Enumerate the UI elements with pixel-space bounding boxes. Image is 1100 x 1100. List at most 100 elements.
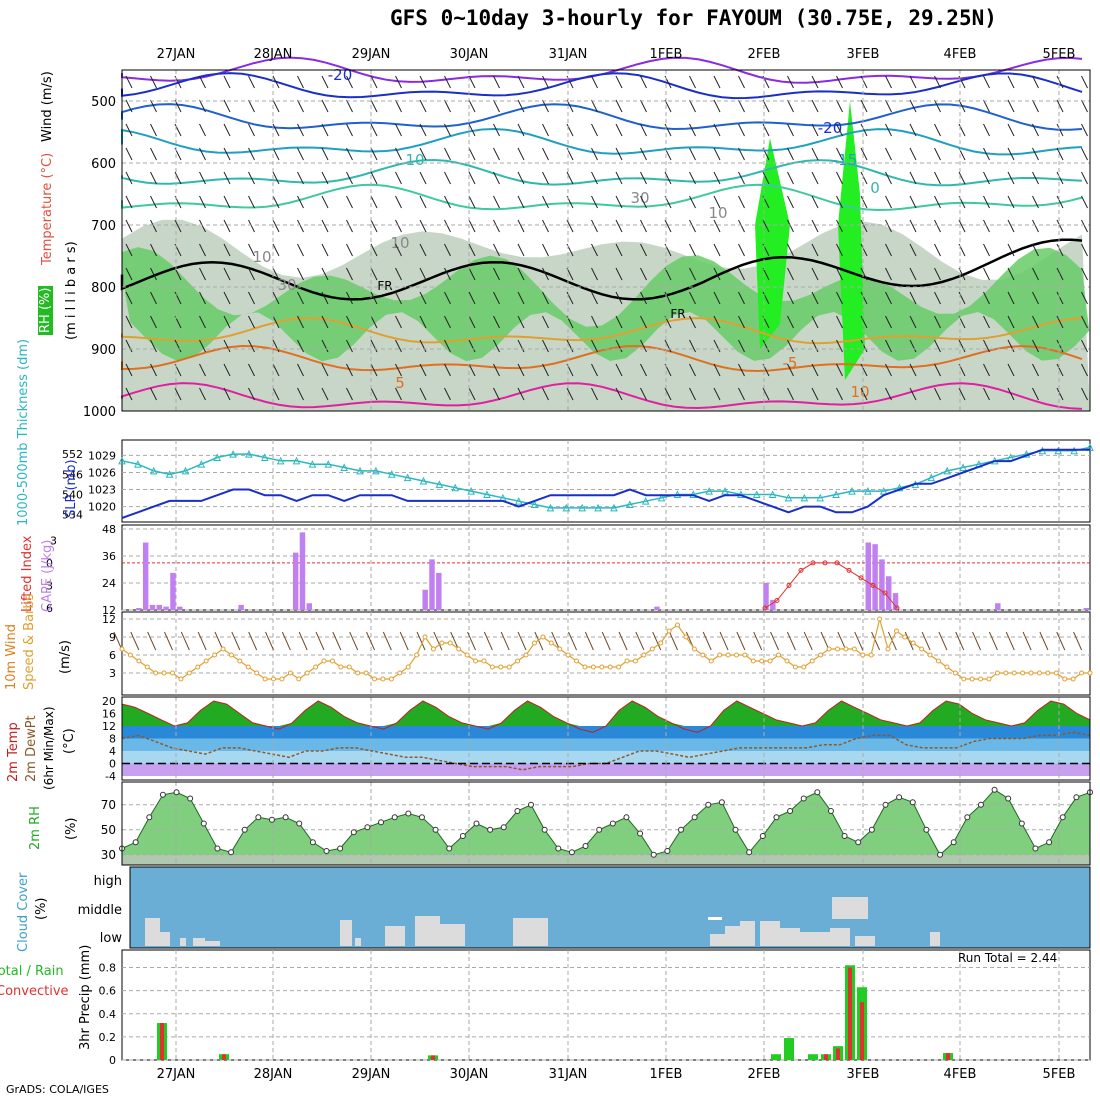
wind10-point <box>481 658 487 664</box>
wind-barb <box>468 363 476 377</box>
wind-barb <box>738 243 745 257</box>
temp2m-tick-label: 16 <box>102 708 116 721</box>
wind10-point <box>565 652 571 658</box>
thickness-point <box>625 500 634 509</box>
wind-barb <box>370 75 378 89</box>
wind-barb <box>174 339 182 353</box>
wind-barb <box>1032 243 1039 257</box>
slp-series-line <box>121 448 1090 519</box>
wind-barb <box>909 339 917 353</box>
rh2m-low-band <box>122 854 1090 865</box>
wind-barb <box>860 291 868 305</box>
wind-barb <box>909 219 917 233</box>
rh2m-point <box>541 826 548 833</box>
wind-barb <box>542 147 549 161</box>
wind10-point <box>1079 670 1085 676</box>
slp-panel-frame <box>121 439 1091 523</box>
wind-barb <box>199 243 206 257</box>
thickness-point <box>213 453 222 461</box>
cape-bar <box>136 608 142 610</box>
cape-bar <box>170 572 176 610</box>
rh2m-point <box>609 820 616 827</box>
wind-barb <box>150 363 157 377</box>
wind-barb <box>836 267 843 281</box>
rh2m-point <box>132 839 139 846</box>
wind-barb <box>321 195 329 209</box>
wind10-point <box>776 652 782 658</box>
wind-barb <box>1081 243 1088 257</box>
rh-label: RH (%) <box>38 285 53 335</box>
wind-barb <box>444 219 451 233</box>
wind-barb <box>787 147 794 161</box>
rh2m-point <box>146 814 153 821</box>
rh2m-point <box>187 795 194 802</box>
wind-barb <box>836 363 843 377</box>
wind10-point <box>1062 676 1068 682</box>
rh2m-area <box>122 789 1090 865</box>
rh2m-point <box>937 851 944 858</box>
precip-tick-label: 0.4 <box>99 1008 117 1021</box>
cape-bar <box>238 604 244 610</box>
low-cloud-block <box>740 921 755 946</box>
wind-barb <box>1007 267 1015 281</box>
cape-label: CAPE (J/kg) <box>40 539 55 612</box>
wind10-point <box>489 664 495 670</box>
wind-barb <box>1056 291 1064 305</box>
wind-barb <box>640 363 647 377</box>
thickness-point <box>340 463 348 472</box>
wind-barb <box>444 363 451 377</box>
wind-barb <box>787 339 794 353</box>
wind10-point <box>834 646 840 652</box>
temp2m-tick-label: 0 <box>109 758 116 771</box>
wind10-point <box>893 628 899 634</box>
wind-barb <box>321 75 329 89</box>
wind-barb <box>1032 267 1039 281</box>
wind-barb <box>346 123 353 137</box>
wind-barb <box>885 99 892 113</box>
wind-barb <box>983 219 990 233</box>
wind-barb <box>934 219 941 233</box>
wind10-point <box>1087 670 1093 676</box>
wind-barb <box>713 267 721 281</box>
wind-barb <box>836 315 843 329</box>
wind-barb <box>1032 75 1039 89</box>
rh2m-point <box>950 839 957 846</box>
wind-barb <box>615 147 623 161</box>
wind-barb <box>934 315 941 329</box>
wind10-point <box>380 676 386 682</box>
rh2m-point <box>309 839 316 846</box>
wind10-point <box>195 664 201 670</box>
wind-barb <box>248 339 255 353</box>
wind10-barb <box>366 631 375 651</box>
wind10-point <box>860 652 866 658</box>
wind-barb <box>1007 363 1015 377</box>
wind-barb <box>517 195 525 209</box>
wind10-point <box>271 676 277 682</box>
wind-barb <box>787 315 794 329</box>
thickness-tick-label: 552 <box>62 448 83 461</box>
li-tick-label: 3 <box>46 579 53 592</box>
wind-barb <box>248 387 255 401</box>
rh2m-point <box>568 849 575 856</box>
thickness-point <box>959 463 967 472</box>
wind-barb <box>223 363 231 377</box>
wind-barb <box>934 99 941 113</box>
precip-tick-label: 0.6 <box>99 985 117 998</box>
rh2m-point <box>446 845 453 852</box>
wind10-point <box>582 664 588 670</box>
pressure-tick-label: 500 <box>91 95 116 110</box>
wind-barb <box>321 171 329 185</box>
wind-barb <box>591 267 598 281</box>
wind10-barb <box>568 631 577 651</box>
wind-barb <box>468 387 476 401</box>
wind-barb <box>836 243 843 257</box>
rh2m-point <box>787 808 794 814</box>
precip-total-bar <box>771 1054 781 1060</box>
rh2m-point <box>1018 820 1025 827</box>
wind-barb <box>1081 387 1088 401</box>
wind-barb <box>640 75 647 89</box>
wind-barb <box>517 387 525 401</box>
wind-barb <box>591 291 598 305</box>
wind-barb <box>297 99 304 113</box>
low-cloud-block <box>725 926 740 946</box>
